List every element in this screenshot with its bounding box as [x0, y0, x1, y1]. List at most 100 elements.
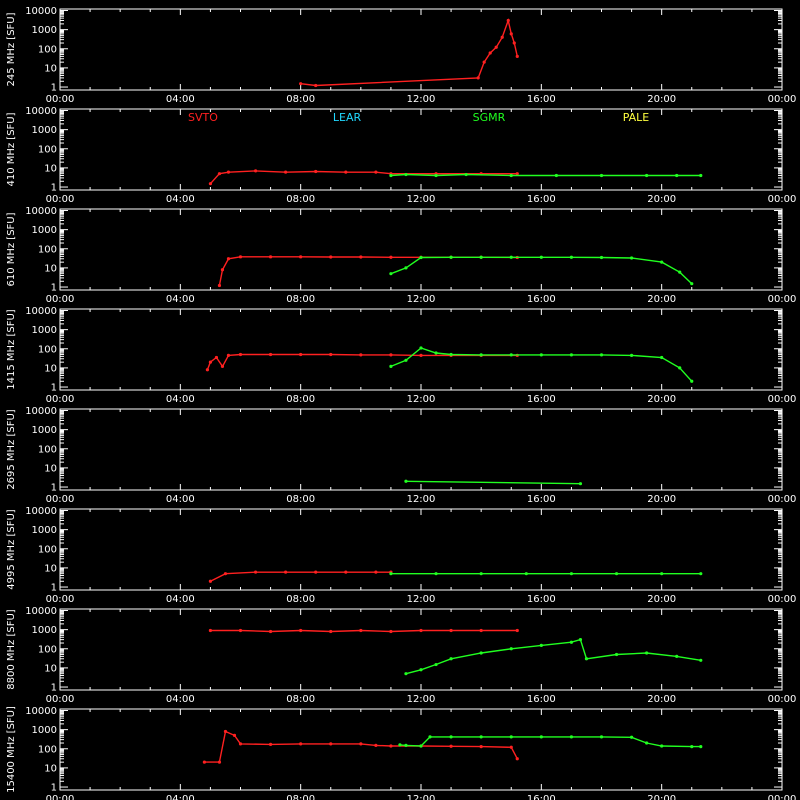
y-tick-label: 10 — [44, 363, 57, 374]
data-point — [434, 662, 438, 667]
series-svto — [208, 628, 519, 634]
panel-8: 1 10 100 1000 10000 00:00 04:00 08:00 12:00 16:00… — [6, 706, 796, 800]
y-tick-label: 10 — [44, 163, 57, 174]
data-point — [479, 628, 483, 633]
series-line — [206, 353, 518, 371]
data-point — [678, 366, 682, 370]
data-point — [660, 355, 664, 360]
x-tick-label: 00:00 — [46, 94, 75, 105]
data-point — [419, 255, 423, 260]
data-point — [389, 173, 393, 178]
data-point — [449, 628, 453, 633]
x-tick-label: 12:00 — [407, 694, 436, 705]
data-point — [217, 283, 222, 288]
data-point — [428, 735, 432, 739]
data-point — [299, 352, 303, 357]
y-tick-label: 100 — [38, 644, 57, 655]
x-tick-label: 04:00 — [166, 394, 195, 405]
data-point — [515, 628, 519, 633]
x-tick-label: 04:00 — [166, 494, 195, 505]
x-tick-label: 12:00 — [407, 794, 436, 800]
data-point — [223, 729, 228, 734]
data-point — [614, 652, 619, 657]
series-svto — [202, 729, 519, 764]
x-tick-label: 08:00 — [286, 94, 315, 105]
x-tick-label: 12:00 — [407, 294, 436, 305]
data-point — [374, 170, 378, 174]
y-tick-label: 10000 — [25, 306, 57, 317]
data-point — [389, 629, 393, 634]
data-point — [329, 742, 333, 746]
data-point — [675, 654, 679, 658]
plot-frame — [59, 708, 783, 791]
data-point — [299, 255, 303, 259]
x-tick-label: 16:00 — [527, 394, 556, 405]
data-point — [268, 255, 273, 259]
x-tick-label: 00:00 — [46, 594, 75, 605]
y-tick-label: 100 — [38, 544, 57, 555]
series-svto — [208, 169, 519, 186]
x-tick-label: 00:00 — [768, 394, 797, 405]
data-point — [449, 352, 453, 357]
data-point — [419, 744, 423, 748]
data-point — [214, 355, 219, 360]
data-point — [299, 742, 303, 746]
data-point — [690, 379, 694, 383]
data-point — [509, 353, 513, 357]
series-line — [390, 347, 693, 382]
x-tick-label: 00:00 — [768, 794, 797, 800]
data-point — [374, 570, 378, 574]
data-point — [539, 735, 543, 739]
data-point — [599, 173, 604, 178]
y-tick-label: 1000 — [32, 225, 57, 236]
x-tick-label: 00:00 — [46, 694, 75, 705]
data-point — [699, 173, 703, 178]
data-point — [404, 672, 408, 676]
data-point — [404, 358, 408, 362]
data-point — [578, 482, 583, 486]
data-point — [359, 628, 363, 633]
data-point — [359, 742, 363, 746]
data-point — [226, 170, 231, 174]
y-tick-label: 10 — [44, 463, 57, 474]
series-sgmr — [389, 572, 703, 576]
x-tick-label: 16:00 — [527, 594, 556, 605]
data-point — [404, 266, 408, 270]
x-tick-label: 16:00 — [527, 694, 556, 705]
y-tick-label: 100 — [38, 444, 57, 455]
data-point — [515, 54, 519, 58]
series-line — [405, 638, 701, 675]
data-point — [329, 629, 333, 634]
data-point — [449, 735, 453, 739]
y-tick-label: 1000 — [32, 425, 57, 436]
data-point — [482, 60, 486, 64]
x-tick-label: 20:00 — [647, 294, 676, 305]
data-point — [389, 744, 393, 748]
data-point — [464, 172, 468, 177]
data-point — [690, 744, 694, 749]
data-point — [223, 572, 228, 576]
data-point — [699, 658, 703, 662]
data-point — [299, 628, 303, 633]
y-tick-label: 1 — [51, 783, 57, 794]
x-tick-label: 00:00 — [46, 194, 75, 205]
data-point — [238, 255, 243, 259]
data-point — [660, 260, 664, 264]
data-point — [449, 744, 453, 748]
data-point — [299, 82, 303, 86]
data-point — [614, 572, 619, 576]
y-tick-label: 10 — [44, 763, 57, 774]
data-point — [208, 579, 213, 583]
panel-5: 1 10 100 1000 10000 00:00 04:00 08:00 12:00 16:00… — [6, 406, 796, 505]
data-point — [329, 352, 333, 357]
x-tick-label: 04:00 — [166, 194, 195, 205]
series-line — [218, 256, 518, 286]
panel-2: 1 10 100 1000 10000 00:00 04:00 08:00 12:00 16:00… — [6, 106, 796, 205]
x-tick-label: 08:00 — [286, 694, 315, 705]
y-tick-label: 100 — [38, 244, 57, 255]
series-sgmr — [398, 735, 703, 749]
data-point — [344, 570, 348, 574]
y-tick-label: 1000 — [32, 525, 57, 536]
x-tick-label: 16:00 — [527, 294, 556, 305]
data-point — [599, 735, 604, 739]
